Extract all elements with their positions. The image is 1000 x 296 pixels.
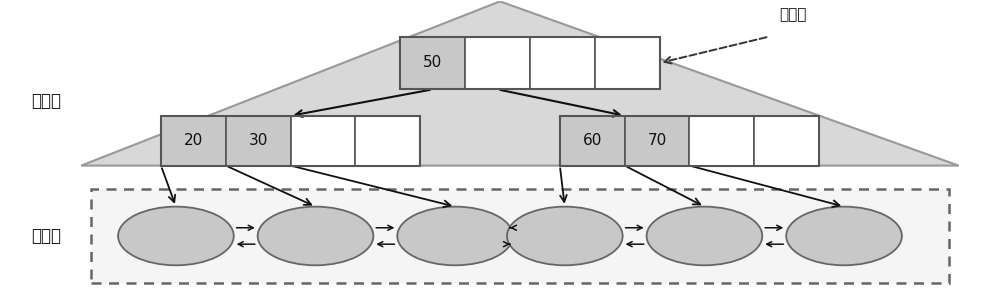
Text: 索引层: 索引层 (31, 92, 61, 110)
Ellipse shape (397, 207, 513, 265)
Bar (465, 37, 530, 89)
Bar (226, 116, 291, 165)
Text: 20: 20 (184, 133, 203, 148)
Bar (355, 116, 420, 165)
Ellipse shape (258, 207, 373, 265)
Bar (400, 37, 660, 89)
Ellipse shape (507, 207, 623, 265)
Bar (161, 116, 226, 165)
Text: 50: 50 (423, 55, 442, 70)
Bar (291, 116, 355, 165)
Bar (91, 189, 949, 283)
Polygon shape (81, 1, 959, 165)
Bar (560, 116, 819, 165)
Ellipse shape (786, 207, 902, 265)
Text: 30: 30 (248, 133, 268, 148)
Bar (530, 37, 595, 89)
Text: 60: 60 (583, 133, 602, 148)
Ellipse shape (118, 207, 234, 265)
Ellipse shape (647, 207, 762, 265)
Bar (625, 116, 689, 165)
Text: 根节点: 根节点 (779, 7, 807, 22)
Bar (595, 37, 660, 89)
Text: 中间层: 中间层 (31, 227, 61, 245)
Bar (161, 116, 420, 165)
Bar (689, 116, 754, 165)
Bar (400, 37, 465, 89)
Bar (560, 116, 625, 165)
Text: 70: 70 (647, 133, 667, 148)
Bar (754, 116, 819, 165)
